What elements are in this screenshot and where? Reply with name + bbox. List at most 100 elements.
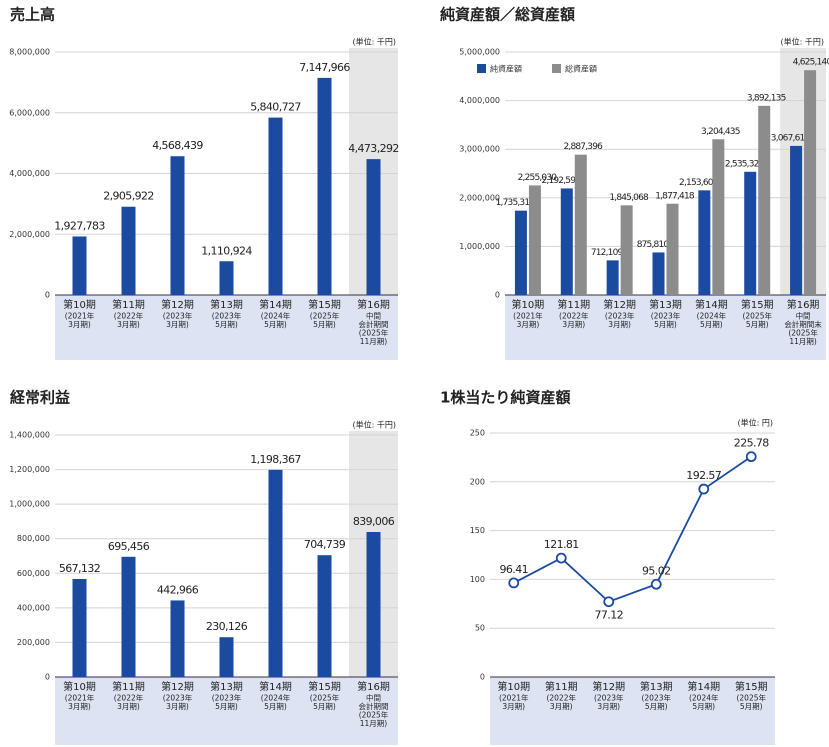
x-tick-label: 中間 <box>796 311 811 321</box>
value-label: 567,132 <box>59 562 100 575</box>
x-tick-label: 3月期) <box>117 702 140 711</box>
unit-label: (単位: 千円) <box>781 37 824 47</box>
value-label: 1,877,418 <box>655 191 695 201</box>
x-tick-label: 第16期 <box>357 298 390 311</box>
x-tick-label: 3月期) <box>608 320 631 329</box>
x-tick-label: (2025年 <box>788 328 818 338</box>
x-tick-label: (2024年 <box>261 693 291 703</box>
x-tick-label: 5月期) <box>264 702 287 711</box>
bar <box>744 171 757 295</box>
x-tick-label: 第16期 <box>357 680 390 693</box>
y-tick-label: 800,000 <box>17 534 50 543</box>
value-label: 2,255,030 <box>518 173 558 183</box>
value-label: 192.57 <box>686 469 721 482</box>
x-tick-label: (2022年 <box>114 311 144 321</box>
y-tick-label: 0 <box>495 291 500 300</box>
point <box>745 451 757 463</box>
x-tick-label: (2022年 <box>559 311 589 321</box>
x-tick-label: 5月期) <box>645 702 668 711</box>
x-tick-label: 5月期) <box>215 320 238 329</box>
x-tick-label: 第14期 <box>687 680 720 693</box>
x-tick-label: 5月期) <box>740 702 763 711</box>
bar <box>666 203 679 295</box>
x-tick-label: (2025年 <box>359 710 389 720</box>
x-tick-label: (2025年 <box>359 328 389 338</box>
x-tick-label: 第13期 <box>640 680 673 693</box>
point <box>698 483 710 495</box>
value-label: 2,192,598 <box>541 176 581 186</box>
bar <box>268 469 283 677</box>
x-tick-label: 第10期 <box>63 298 96 311</box>
category-band <box>55 295 398 360</box>
value-label: 695,456 <box>108 540 150 553</box>
x-tick-label: 5月期) <box>654 320 677 329</box>
x-tick-label: 3月期) <box>550 702 573 711</box>
x-tick-label: (2021年 <box>499 693 529 703</box>
value-label: 5,840,727 <box>250 101 301 114</box>
x-tick-label: 3月期) <box>166 702 189 711</box>
x-tick-label: (2024年 <box>697 311 727 321</box>
value-label: 1,845,068 <box>609 193 649 203</box>
bar <box>72 236 87 295</box>
y-tick-label: 3,000,000 <box>459 145 500 154</box>
x-tick-label: (2025年 <box>310 693 340 703</box>
x-tick-label: (2023年 <box>163 311 193 321</box>
y-tick-label: 6,000,000 <box>9 108 50 117</box>
y-tick-label: 1,200,000 <box>9 465 50 474</box>
x-tick-label: 中間 <box>366 311 381 321</box>
x-tick-label: 5月期) <box>313 320 336 329</box>
x-tick-label: (2023年 <box>651 311 681 321</box>
y-tick-label: 200,000 <box>17 638 50 647</box>
bar <box>366 531 381 677</box>
x-tick-label: 3月期) <box>597 702 620 711</box>
x-tick-label: 第13期 <box>210 298 243 311</box>
x-tick-label: 第12期 <box>161 298 194 311</box>
x-tick-label: 5月期) <box>215 702 238 711</box>
y-tick-label: 250 <box>470 429 485 438</box>
y-tick-label: 2,000,000 <box>9 230 50 239</box>
bar <box>366 159 381 295</box>
x-tick-label: 第10期 <box>497 680 530 693</box>
x-tick-label: 11月期) <box>789 337 817 346</box>
value-label: 3,204,435 <box>701 127 740 137</box>
x-tick-label: 第14期 <box>695 298 728 311</box>
bar <box>620 205 633 295</box>
unit-label: (単位: 千円) <box>353 420 396 430</box>
bar <box>72 578 87 677</box>
x-tick-label: 第15期 <box>308 680 341 693</box>
y-tick-label: 5,000,000 <box>459 48 500 57</box>
x-tick-label: 第16期 <box>787 298 820 311</box>
value-label: 704,739 <box>304 538 346 551</box>
value-label: 2,153,604 <box>679 178 719 188</box>
value-label: 2,887,396 <box>563 142 603 152</box>
chart-title: 経常利益 <box>10 389 70 407</box>
x-tick-label: 第10期 <box>512 298 545 311</box>
x-tick-label: 第13期 <box>210 680 243 693</box>
value-label: 875,810 <box>637 240 670 250</box>
x-tick-label: 5月期) <box>313 702 336 711</box>
legend-swatch <box>477 64 486 73</box>
x-tick-label: (2023年 <box>212 693 242 703</box>
x-tick-label: 11月期) <box>360 337 388 346</box>
x-tick-label: (2023年 <box>212 311 242 321</box>
x-tick-label: 第15期 <box>741 298 774 311</box>
x-tick-label: 5月期) <box>264 320 287 329</box>
y-tick-label: 50 <box>475 624 485 633</box>
bar <box>317 77 332 296</box>
legend-label: 総資産額 <box>565 64 597 74</box>
value-label: 1,927,783 <box>54 219 105 232</box>
y-tick-label: 0 <box>45 673 50 682</box>
legend-swatch <box>552 64 561 73</box>
bar <box>758 105 771 295</box>
bar <box>574 154 587 295</box>
x-tick-label: 3月期) <box>517 320 540 329</box>
x-tick-label: 3月期) <box>117 320 140 329</box>
value-label: 225.78 <box>734 437 769 450</box>
bar <box>170 600 185 677</box>
x-tick-label: (2021年 <box>65 693 95 703</box>
x-tick-label: 第15期 <box>308 298 341 311</box>
interim-shade <box>780 48 826 295</box>
value-label: 1,110,924 <box>201 244 252 257</box>
x-tick-label: (2025年 <box>736 693 766 703</box>
y-tick-label: 100 <box>470 575 485 584</box>
